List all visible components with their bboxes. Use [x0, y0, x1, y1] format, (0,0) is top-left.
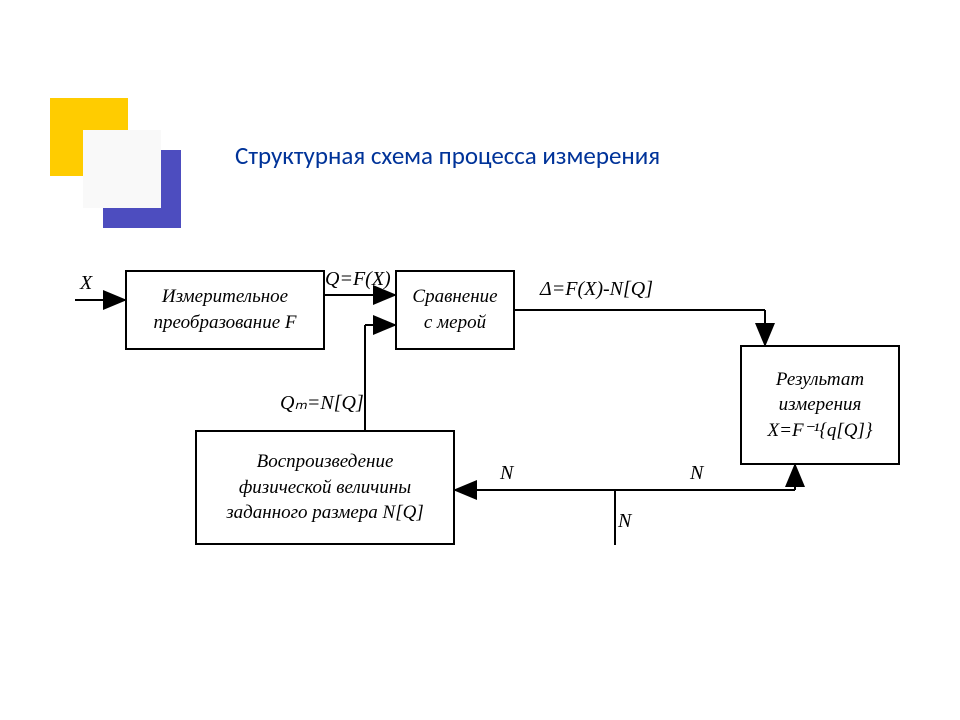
- node-transform-line2: преобразование F: [154, 310, 297, 336]
- label-n1: N: [500, 462, 513, 485]
- label-delta: Δ=F(X)-N[Q]: [540, 278, 653, 301]
- label-n3: N: [618, 510, 631, 533]
- label-n2: N: [690, 462, 703, 485]
- node-compare: Сравнение с мерой: [395, 270, 515, 350]
- node-reproduce-line2: физической величины: [239, 475, 411, 501]
- node-reproduce-line3: заданного размера N[Q]: [226, 500, 423, 526]
- label-x: X: [80, 272, 92, 295]
- node-result-line1: Результат: [776, 367, 864, 393]
- node-reproduce-line1: Воспроизведение: [257, 449, 394, 475]
- node-transform: Измерительное преобразование F: [125, 270, 325, 350]
- node-transform-line1: Измерительное: [162, 284, 288, 310]
- node-compare-line2: с мерой: [424, 310, 486, 336]
- label-qmnq: Qₘ=N[Q]: [280, 390, 364, 415]
- node-reproduce: Воспроизведение физической величины зада…: [195, 430, 455, 545]
- node-compare-line1: Сравнение: [412, 284, 497, 310]
- node-result-line3: X=F⁻¹{q[Q]}: [768, 418, 873, 444]
- node-result: Результат измерения X=F⁻¹{q[Q]}: [740, 345, 900, 465]
- label-qfx: Q=F(X): [325, 268, 391, 291]
- node-result-line2: измерения: [779, 392, 862, 418]
